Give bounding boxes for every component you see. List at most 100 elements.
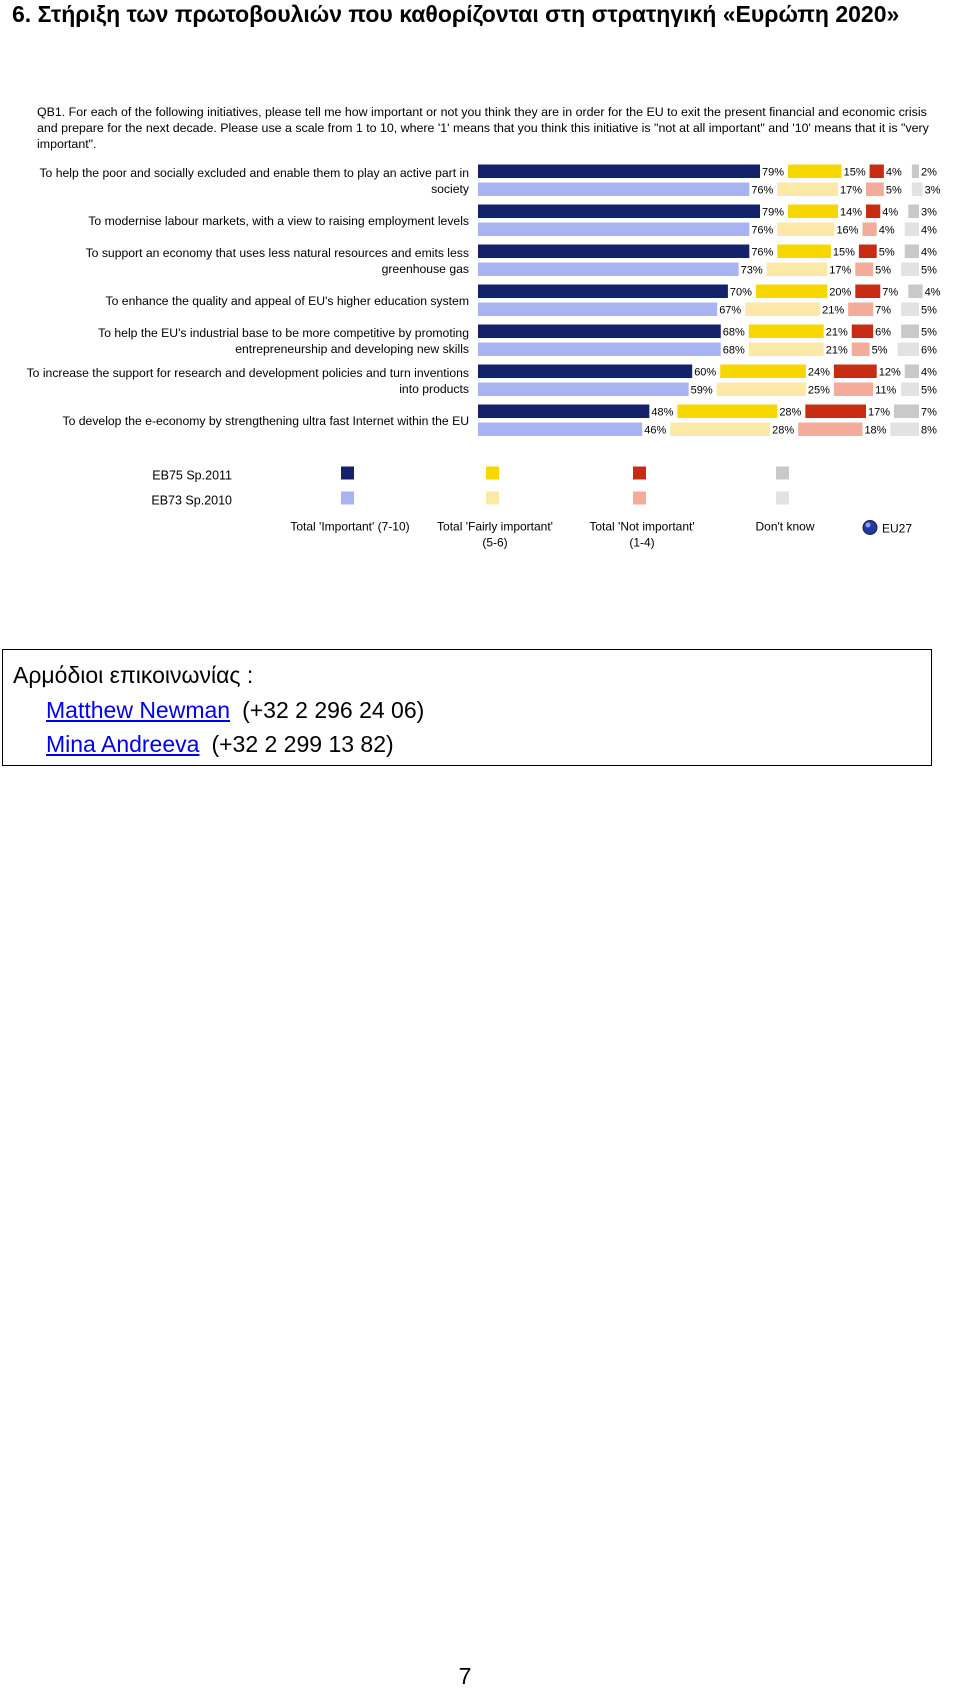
data-label: 73% (741, 265, 763, 277)
bar-segment (478, 342, 721, 356)
data-label: 68% (723, 345, 745, 357)
data-label: 5% (872, 345, 888, 357)
data-label: 28% (772, 425, 794, 437)
data-label: 46% (644, 425, 666, 437)
bar-segment (851, 342, 870, 356)
bar-segment (869, 164, 884, 178)
bar-segment (855, 284, 881, 298)
bar-segment (478, 204, 761, 218)
eu27-marker-icon (862, 520, 878, 535)
legend-swatch (486, 466, 499, 480)
bar-segment (478, 164, 761, 178)
data-label: 68% (723, 327, 745, 339)
data-label: 7% (921, 407, 937, 419)
data-label: 76% (751, 185, 773, 197)
legend-category-label: Total 'Not important' (589, 520, 694, 534)
data-label: 18% (864, 425, 886, 437)
bar-segment (901, 324, 919, 338)
bar-segment (766, 262, 828, 276)
data-label: 5% (886, 185, 902, 197)
data-label: 4% (925, 287, 941, 299)
bar-segment (788, 204, 839, 218)
bar-segment (848, 302, 874, 316)
legend-series-label: EB73 Sp.2010 (151, 494, 232, 508)
bar-segment (478, 382, 689, 396)
legend-swatch (486, 491, 499, 505)
bar-segment (890, 422, 919, 436)
bar-segment (904, 364, 919, 378)
data-label: 59% (691, 385, 713, 397)
data-label: 4% (879, 225, 895, 237)
bar-segment (478, 284, 728, 298)
eu27-marker-highlight (865, 522, 871, 528)
bar-segment (833, 382, 874, 396)
bar-segment (716, 382, 806, 396)
bar-segment (745, 302, 821, 316)
bar-segment (478, 324, 721, 338)
data-label: 28% (779, 407, 801, 419)
bar-segment (911, 182, 923, 196)
data-label: 76% (751, 247, 773, 259)
legend-swatch (341, 466, 354, 480)
legend-category-label: Don't know (756, 520, 815, 534)
data-label: 4% (921, 247, 937, 259)
eu27-label: EU27 (882, 522, 912, 536)
data-label: 17% (840, 185, 862, 197)
bar-segment (894, 404, 919, 418)
data-label: 4% (921, 225, 937, 237)
data-label: 17% (829, 265, 851, 277)
data-label: 16% (836, 225, 858, 237)
data-label: 5% (921, 305, 937, 317)
data-label: 12% (879, 367, 901, 379)
bar-segment (897, 342, 919, 356)
legend-category-label: (1-4) (629, 536, 654, 550)
legend-category-label: Total 'Important' (7-10) (290, 520, 409, 534)
bar-segment (901, 382, 919, 396)
bar-segment (677, 404, 778, 418)
data-label: 5% (921, 265, 937, 277)
data-label: 79% (762, 207, 784, 219)
data-label: 15% (833, 247, 855, 259)
data-label: 3% (925, 185, 941, 197)
data-label: 21% (826, 345, 848, 357)
data-label: 20% (829, 287, 851, 299)
data-label: 70% (730, 287, 752, 299)
data-label: 4% (886, 167, 902, 179)
data-label: 24% (808, 367, 830, 379)
bar-segment (798, 422, 863, 436)
bar-segment (858, 244, 877, 258)
legend-swatch (633, 466, 646, 480)
bar-segment (478, 364, 693, 378)
bar-segment (777, 222, 835, 236)
category-label: To help the EU's industrial base to be m… (98, 326, 469, 340)
data-label: 21% (826, 327, 848, 339)
contact-name-link[interactable]: Matthew Newman (46, 697, 231, 723)
bar-segment (478, 222, 750, 236)
contact-row: Matthew Newman (+32 2 296 24 06) (46, 696, 424, 724)
data-label: 15% (844, 167, 866, 179)
bar-segment (478, 302, 718, 316)
bar-segment (478, 422, 643, 436)
data-label: 79% (762, 167, 784, 179)
category-label: To develop the e-economy by strengthenin… (63, 414, 469, 428)
category-label: To modernise labour markets, with a view… (88, 214, 469, 228)
survey-results-chart: To help the poor and socially excluded a… (27, 164, 941, 550)
bar-segment (911, 164, 919, 178)
data-label: 67% (719, 305, 741, 317)
data-label: 5% (921, 385, 937, 397)
data-label: 17% (868, 407, 890, 419)
data-label: 25% (808, 385, 830, 397)
category-label: into products (399, 382, 469, 396)
bar-segment (901, 302, 919, 316)
data-label: 11% (875, 385, 896, 397)
data-label: 3% (921, 207, 937, 219)
bar-segment (748, 342, 824, 356)
bar-segment (833, 364, 877, 378)
data-label: 5% (921, 327, 937, 339)
bar-segment (478, 244, 750, 258)
category-label: To help the poor and socially excluded a… (39, 166, 469, 180)
bar-segment (904, 222, 919, 236)
data-label: 7% (882, 287, 898, 299)
bar-segment (901, 262, 919, 276)
contact-name-link[interactable]: Mina Andreeva (46, 731, 200, 757)
